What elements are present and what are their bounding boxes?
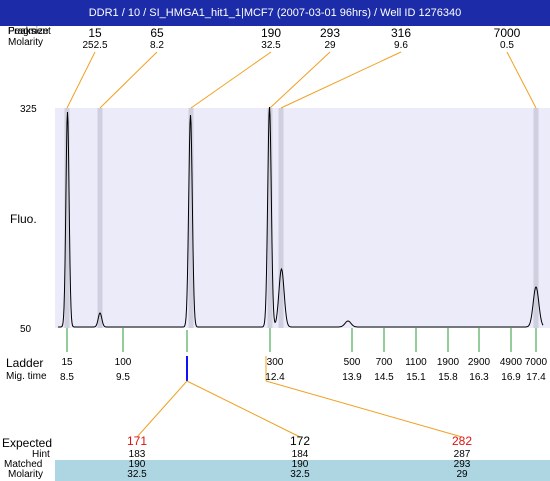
ladder-size-value: 300 [266,357,284,368]
fluo-axis-label: Fluo. [10,212,37,226]
peak-size-value: 7000 [493,26,521,40]
peak-marker [278,108,284,328]
ladder-mig-value: 17.4 [526,372,546,383]
ladder-mig-value: 16.3 [469,372,489,383]
ladder-mig-value: 14.5 [374,372,394,383]
ladder-size-value: 15 [61,357,73,368]
peak-marker [64,108,70,328]
expected-connector [186,380,301,438]
molarity-band [55,470,550,481]
y-tick-label: 50 [20,324,32,335]
matched-value: 190 [291,459,309,470]
peak-connector [269,51,331,109]
window-title: DDR1 / 10 / SI_HMGA1_hit1_1|MCF7 (2007-0… [0,0,550,26]
hint-label: Hint [32,449,50,460]
matched-value: 190 [128,459,146,470]
expected-value: 172 [289,434,311,448]
peak-marker [97,108,103,328]
peak-marker [533,108,539,328]
mig-time-label: Mig. time [6,371,47,382]
peak-marker [188,108,194,328]
hint-value: 287 [453,449,471,460]
peak-molarity-value: 32.5 [261,40,281,51]
expected-value: 171 [126,434,148,448]
matched-band [55,460,550,471]
expected-label: Expected [2,436,53,450]
peak-size-value: 190 [260,26,282,40]
matched-value: 293 [453,459,471,470]
bottom-molarity-label: Molarity [8,469,44,480]
peak-molarity-value: 9.6 [394,40,408,51]
ladder-size-value: 100 [114,357,132,368]
peak-molarity-value: 29 [324,40,336,51]
peak-molarity-value: 252.5 [82,40,108,51]
peak-molarity-value: 0.5 [500,40,514,51]
ladder-size-value: 1100 [405,357,427,368]
ladder-size-value: 1900 [436,357,460,368]
ladder-mig-value: 15.1 [406,372,426,383]
expected-connector [136,380,188,438]
plot-background [55,108,550,328]
peak-marker [267,108,273,328]
ladder-mig-value: 13.9 [342,372,362,383]
ladder-mig-value: 8.5 [60,372,74,383]
ladder-label: Ladder [6,356,44,370]
peak-size-value: 15 [88,26,102,40]
peak-connector [190,51,272,109]
peak-connector [280,51,402,109]
ladder-size-value: 2900 [467,357,491,368]
ladder-mig-value: 16.9 [501,372,521,383]
peak-size-value: 65 [150,26,164,40]
matched-label: Matched [4,459,43,470]
ladder-size-value: 500 [343,357,361,368]
peak-molarity-value: 8.2 [150,40,164,51]
peak-connector [66,51,96,109]
y-tick-label: 325 [20,104,37,115]
peaksize-label: Peaksize [8,26,49,37]
hint-value: 184 [291,449,309,460]
molarity-label: Molarity [8,37,44,48]
ladder-mig-value: 9.5 [116,372,130,383]
peak-size-value: 293 [319,26,341,40]
ladder-mig-value: 15.8 [438,372,458,383]
expected-molarity-value: 32.5 [290,469,310,480]
expected-molarity-value: 32.5 [127,469,147,480]
ladder-mig-value: 12.4 [265,372,285,383]
expected-value: 282 [451,434,473,448]
expected-molarity-value: 29 [456,469,468,480]
ladder-size-value: 700 [375,357,393,368]
ladder-size-value: 7000 [524,357,548,368]
peak-connector [506,51,537,109]
peak-size-value: 316 [390,26,412,40]
hint-value: 183 [128,449,146,460]
ladder-size-value: 4900 [499,357,523,368]
fragment-label: Fragment [8,26,51,37]
expected-connector [265,380,463,438]
electropherogram-trace [58,106,544,328]
peak-connector [99,51,158,109]
